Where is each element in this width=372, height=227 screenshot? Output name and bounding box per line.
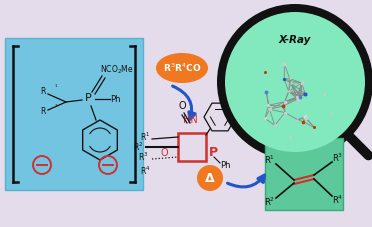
Text: R: R xyxy=(41,108,46,116)
Text: P: P xyxy=(209,146,218,160)
Point xyxy=(272,123,278,127)
Circle shape xyxy=(217,4,372,160)
Point xyxy=(328,111,334,115)
Text: Ph: Ph xyxy=(220,160,231,170)
Point xyxy=(303,116,309,120)
Point xyxy=(267,108,273,111)
Text: Ph: Ph xyxy=(110,96,121,104)
Point xyxy=(321,92,327,95)
Point xyxy=(302,92,308,96)
Text: X-Ray: X-Ray xyxy=(279,35,311,45)
Point xyxy=(263,90,269,94)
Text: O: O xyxy=(160,148,168,158)
Point xyxy=(281,77,287,81)
Text: R$^2$: R$^2$ xyxy=(264,196,276,208)
Point xyxy=(294,95,300,99)
Point xyxy=(281,62,287,66)
FancyBboxPatch shape xyxy=(5,38,143,190)
Point xyxy=(280,104,286,108)
Point xyxy=(297,95,303,99)
Text: R$^4$: R$^4$ xyxy=(332,194,344,206)
Point xyxy=(266,104,272,107)
Text: R$^3$: R$^3$ xyxy=(138,151,148,163)
Text: R$^4$: R$^4$ xyxy=(140,165,150,177)
Point xyxy=(286,90,292,93)
Text: R$^2$: R$^2$ xyxy=(133,141,143,153)
Text: O: O xyxy=(178,101,186,111)
Ellipse shape xyxy=(156,53,208,83)
Text: R$^3$: R$^3$ xyxy=(333,152,344,164)
Point xyxy=(302,115,308,119)
Point xyxy=(294,118,300,121)
Text: R$^1$: R$^1$ xyxy=(264,154,276,166)
Text: P: P xyxy=(84,93,92,103)
FancyBboxPatch shape xyxy=(265,138,343,210)
FancyArrowPatch shape xyxy=(228,175,264,187)
Text: HN: HN xyxy=(183,115,198,125)
Point xyxy=(282,100,288,104)
Text: R$^3$R$^4$CO: R$^3$R$^4$CO xyxy=(163,62,201,74)
Point xyxy=(298,95,304,98)
Text: NCO$_2$Me: NCO$_2$Me xyxy=(100,64,134,76)
Circle shape xyxy=(197,165,223,191)
Point xyxy=(300,120,306,123)
Circle shape xyxy=(225,12,365,152)
Text: $^1$: $^1$ xyxy=(54,84,58,89)
FancyArrowPatch shape xyxy=(173,86,195,119)
Text: $^2$: $^2$ xyxy=(54,104,58,109)
Point xyxy=(288,81,294,85)
Point xyxy=(262,116,268,120)
Point xyxy=(287,77,293,80)
Text: R$^1$: R$^1$ xyxy=(140,131,150,143)
Point xyxy=(287,135,293,139)
Text: Δ: Δ xyxy=(205,172,215,185)
Point xyxy=(299,81,305,85)
Point xyxy=(295,97,301,101)
Point xyxy=(282,111,288,114)
Point xyxy=(311,126,317,129)
Point xyxy=(262,70,268,73)
Text: R: R xyxy=(41,87,46,96)
